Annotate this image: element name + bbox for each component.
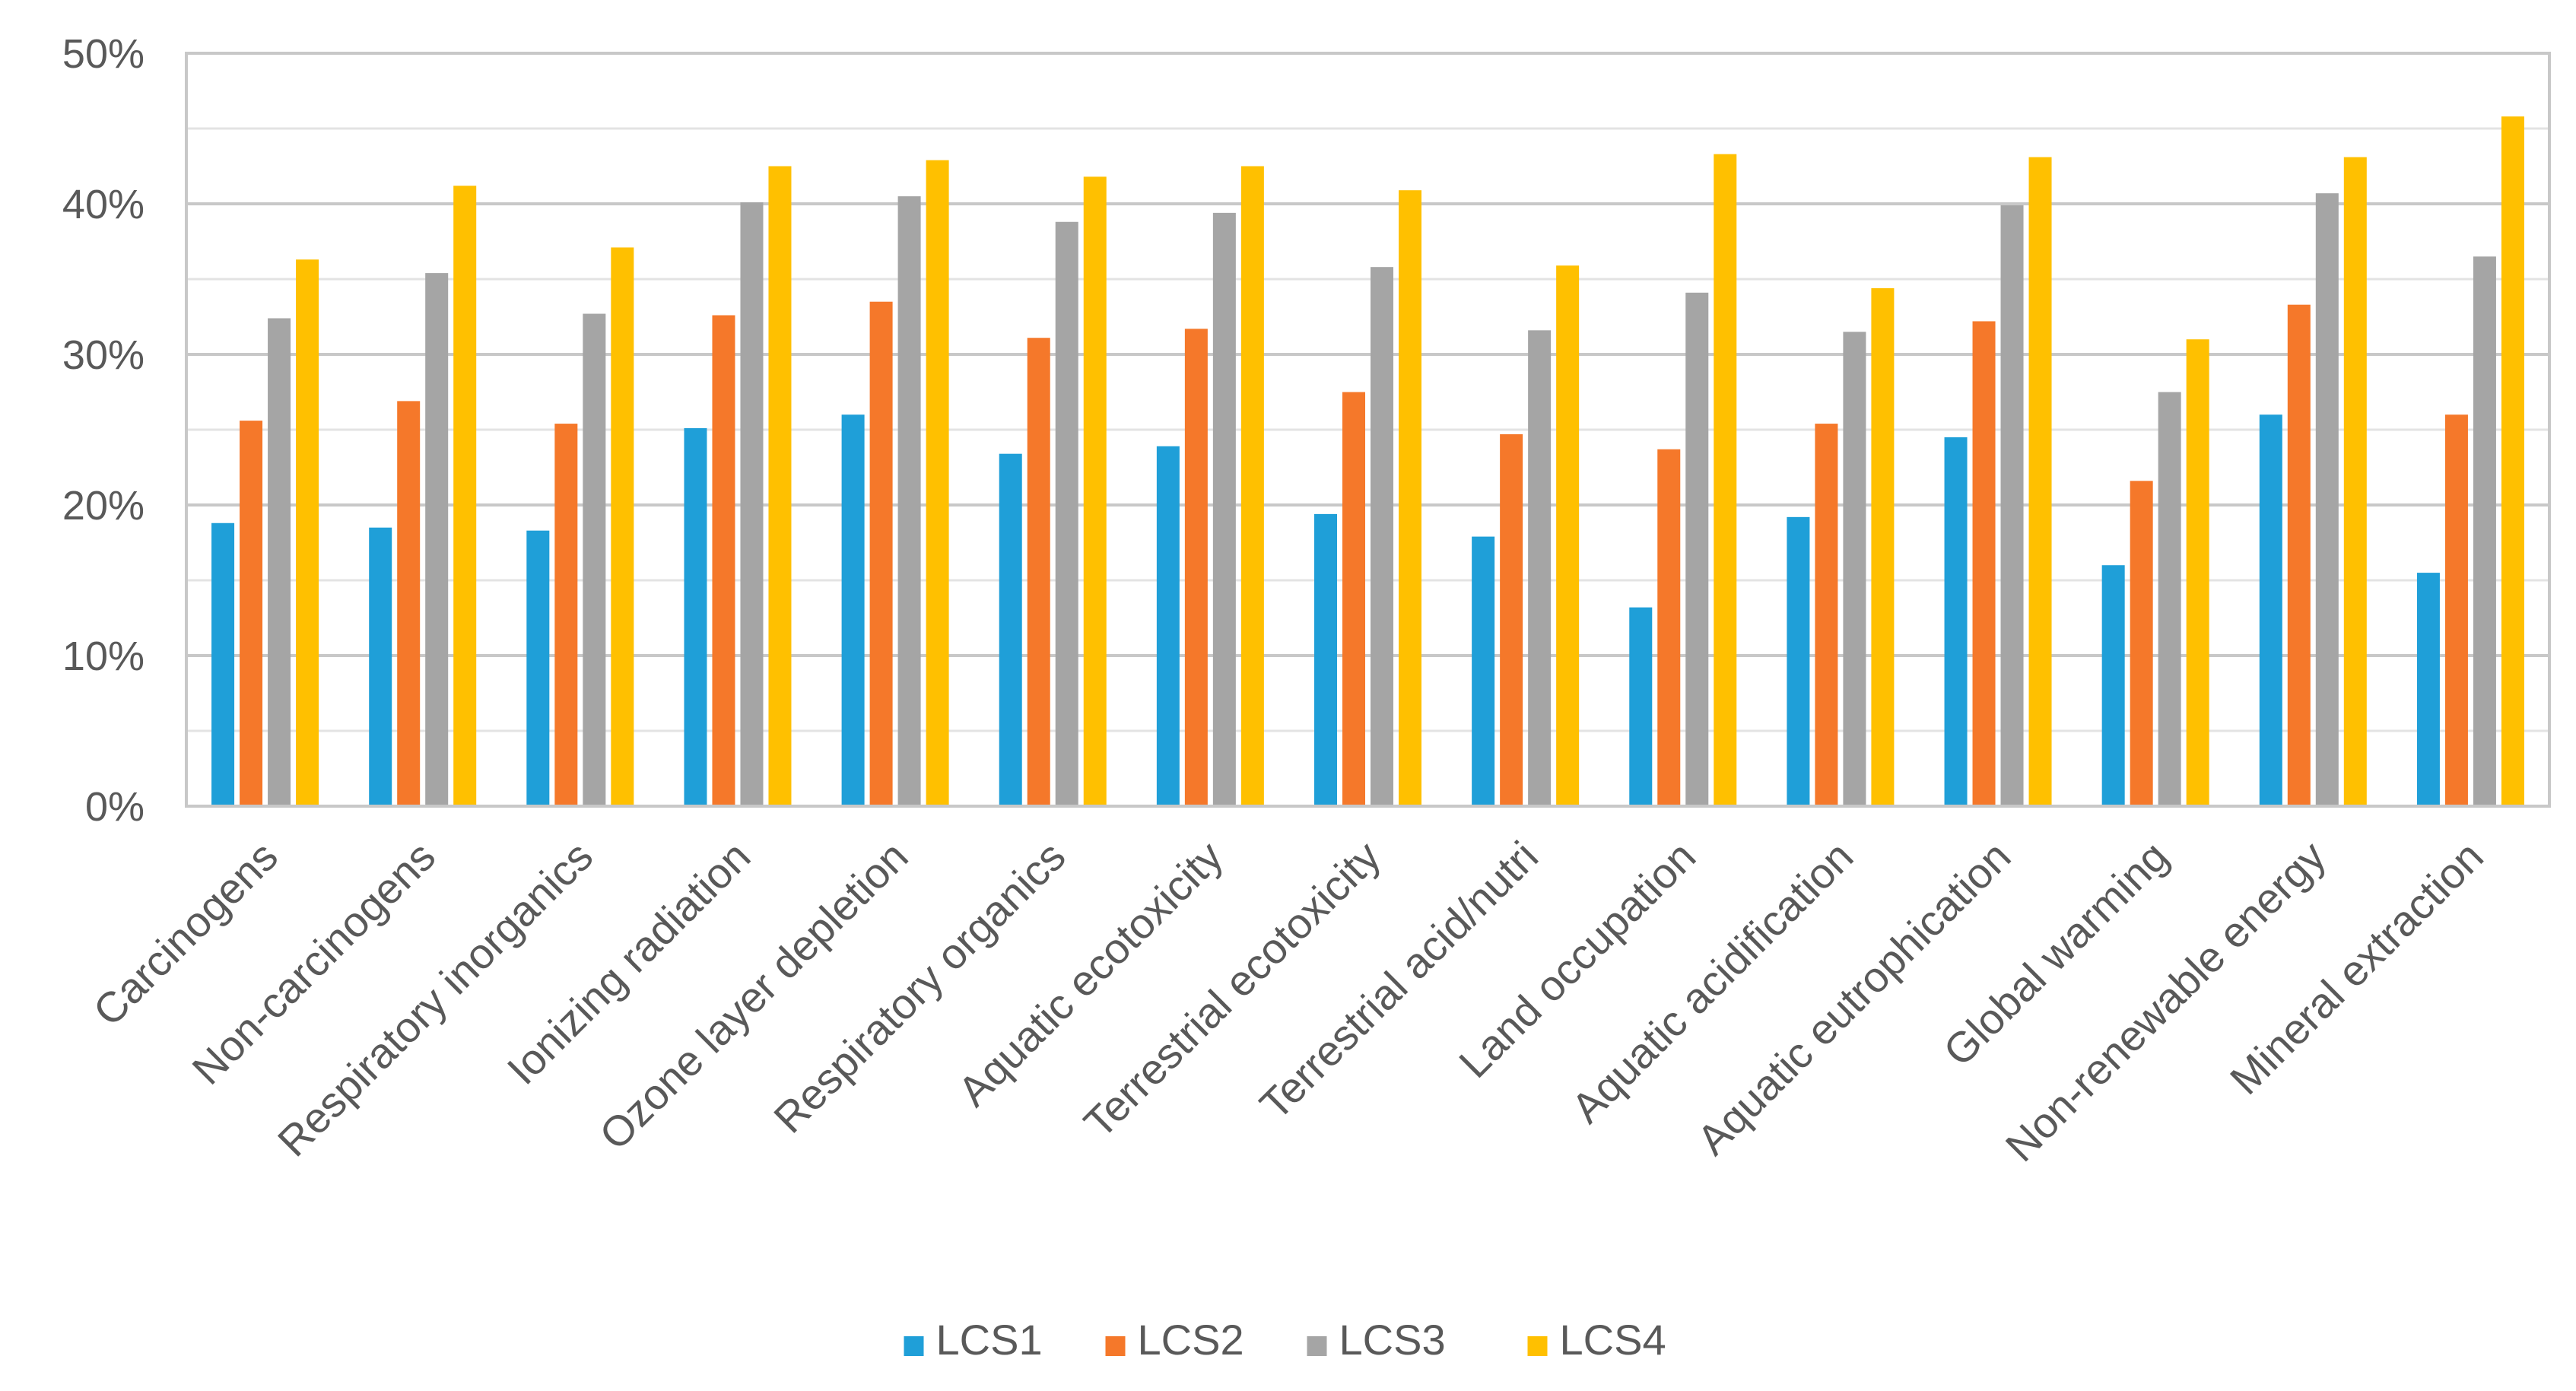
bar-lcs3 xyxy=(2158,392,2181,806)
bar-lcs1 xyxy=(1314,513,1337,806)
bar-lcs1 xyxy=(841,414,865,806)
bar-lcs2 xyxy=(2444,414,2468,806)
axes xyxy=(185,52,2551,808)
bar-lcs2 xyxy=(869,301,893,806)
bar-lcs4 xyxy=(296,259,319,806)
bar-lcs3 xyxy=(1843,332,1866,806)
bar-lcs3 xyxy=(897,196,921,807)
bar-lcs3 xyxy=(268,318,291,807)
bar-lcs1 xyxy=(1787,516,1810,806)
legend-swatch-lcs3 xyxy=(1307,1336,1327,1356)
bar-lcs1 xyxy=(684,428,707,806)
bar-lcs1 xyxy=(369,527,392,806)
bar-lcs2 xyxy=(1815,424,1838,806)
bar-lcs2 xyxy=(712,315,735,806)
bar-lcs4 xyxy=(2501,116,2524,806)
bar-lcs2 xyxy=(1342,392,1365,806)
bar-lcs2 xyxy=(1972,321,1996,806)
bar-lcs4 xyxy=(2186,339,2209,806)
legend-label-lcs2: LCS2 xyxy=(1138,1316,1244,1364)
bar-lcs1 xyxy=(526,530,550,806)
bar-lcs4 xyxy=(768,166,792,806)
bar-lcs1 xyxy=(1629,607,1653,806)
y-tick-label: 30% xyxy=(62,332,145,378)
legend-swatch-lcs2 xyxy=(1105,1336,1126,1356)
bar-lcs4 xyxy=(1714,154,1737,806)
bar-lcs2 xyxy=(1184,329,1208,807)
bar-lcs4 xyxy=(2343,157,2367,806)
bar-lcs1 xyxy=(1944,437,1968,806)
bars xyxy=(211,116,2524,807)
y-tick-label: 20% xyxy=(62,483,145,529)
bar-lcs1 xyxy=(2101,565,2125,806)
y-tick-label: 10% xyxy=(62,634,145,679)
bar-lcs4 xyxy=(1240,166,1264,806)
legend-swatch-lcs1 xyxy=(904,1336,924,1356)
bar-lcs4 xyxy=(611,247,634,806)
bar-lcs4 xyxy=(1871,287,1895,806)
legend-label-lcs1: LCS1 xyxy=(936,1316,1043,1364)
bar-lcs1 xyxy=(2259,414,2282,806)
bar-lcs2 xyxy=(1657,449,1681,806)
bar-lcs1 xyxy=(1156,446,1180,806)
bar-lcs2 xyxy=(1027,338,1050,807)
bar-lcs3 xyxy=(2000,205,2024,807)
bar-lcs3 xyxy=(1528,330,1552,806)
bar-lcs4 xyxy=(1083,176,1107,807)
bar-lcs3 xyxy=(1055,221,1078,806)
bar-lcs2 xyxy=(554,424,578,806)
bar-lcs3 xyxy=(1371,267,1393,806)
legend: LCS1 LCS2 LCS3 LCS4 xyxy=(904,1316,1666,1364)
bar-lcs3 xyxy=(2473,256,2496,806)
legend-label-lcs3: LCS3 xyxy=(1339,1316,1446,1364)
bar-lcs4 xyxy=(1556,265,1580,806)
bar-lcs1 xyxy=(211,522,235,806)
bar-lcs1 xyxy=(1472,536,1495,806)
bar-lcs3 xyxy=(583,313,606,806)
bar-lcs3 xyxy=(425,273,449,807)
bar-lcs2 xyxy=(397,401,421,806)
bar-lcs1 xyxy=(2416,573,2440,806)
bar-lcs3 xyxy=(1212,212,1236,806)
bar-lcs3 xyxy=(1685,292,1709,806)
bar-lcs3 xyxy=(2315,193,2339,806)
y-axis-tick-labels: 0% 10% 20% 30% 40% 50% xyxy=(62,31,145,830)
bar-lcs2 xyxy=(240,421,263,806)
bar-lcs4 xyxy=(453,186,477,807)
bar-lcs4 xyxy=(1399,190,1421,806)
bar-lcs2 xyxy=(1500,433,1523,806)
bar-lcs4 xyxy=(2028,157,2052,806)
bar-lcs3 xyxy=(740,202,764,806)
y-tick-label: 50% xyxy=(62,31,145,77)
bar-lcs2 xyxy=(2130,481,2153,806)
bar-lcs1 xyxy=(999,453,1022,806)
bar-lcs4 xyxy=(926,160,949,806)
legend-label-lcs4: LCS4 xyxy=(1560,1316,1666,1364)
y-tick-label: 40% xyxy=(62,182,145,227)
bar-lcs2 xyxy=(2287,304,2311,806)
y-tick-label: 0% xyxy=(85,784,145,830)
legend-swatch-lcs4 xyxy=(1527,1336,1548,1356)
